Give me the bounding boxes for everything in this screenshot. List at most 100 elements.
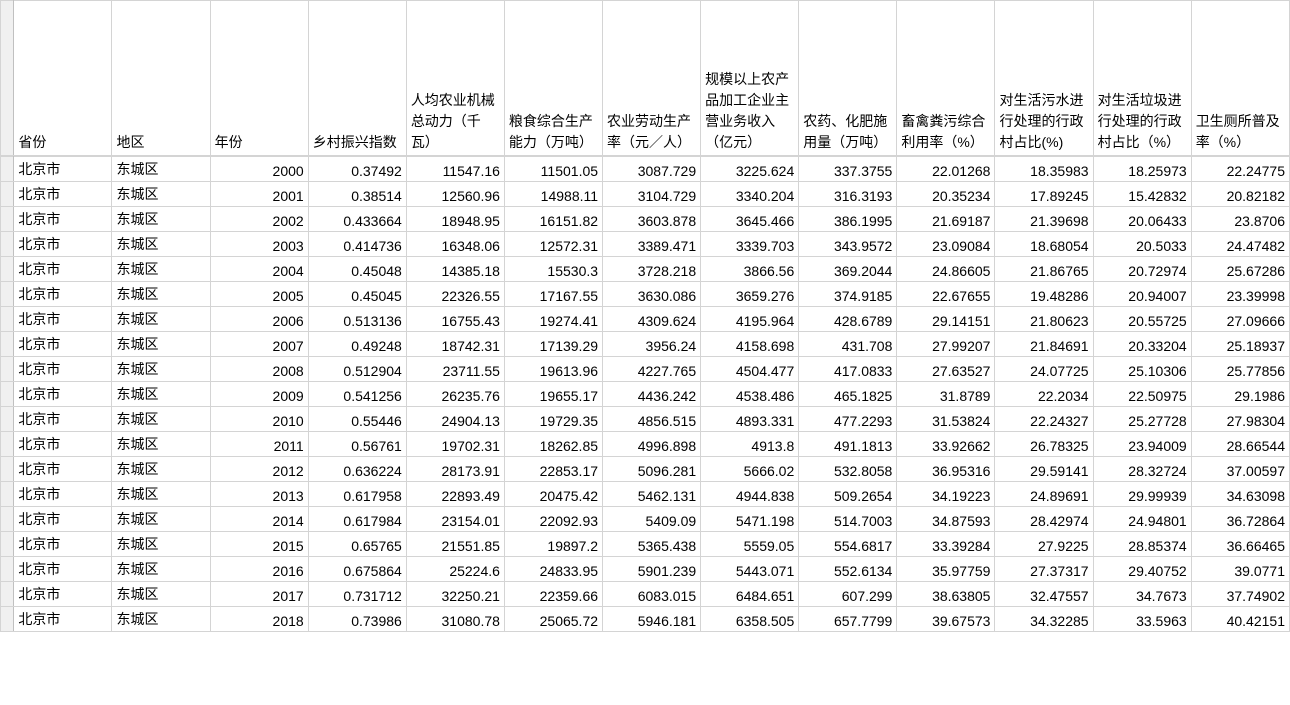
col-header-sewage[interactable]: 对生活污水进行处理的行政村占比(%)	[995, 1, 1093, 156]
table-cell[interactable]: 22.50975	[1093, 382, 1191, 407]
table-cell[interactable]: 18.68054	[995, 232, 1093, 257]
table-cell[interactable]: 29.99939	[1093, 482, 1191, 507]
table-cell[interactable]: 21.80623	[995, 307, 1093, 332]
table-cell[interactable]: 26235.76	[406, 382, 504, 407]
table-cell[interactable]: 2015	[210, 532, 308, 557]
table-cell[interactable]: 6358.505	[701, 607, 799, 632]
table-cell[interactable]: 25.67286	[1191, 257, 1289, 282]
table-cell[interactable]: 36.72864	[1191, 507, 1289, 532]
table-cell[interactable]: 2000	[210, 157, 308, 182]
table-cell[interactable]: 5559.05	[701, 532, 799, 557]
table-cell[interactable]: 20.5033	[1093, 232, 1191, 257]
table-cell[interactable]: 20.72974	[1093, 257, 1191, 282]
table-cell[interactable]: 34.32285	[995, 607, 1093, 632]
table-cell[interactable]: 465.1825	[799, 382, 897, 407]
table-cell[interactable]: 3645.466	[701, 207, 799, 232]
table-cell[interactable]: 0.433664	[308, 207, 406, 232]
table-cell[interactable]: 19613.96	[504, 357, 602, 382]
col-header-power[interactable]: 人均农业机械总动力（千瓦）	[406, 1, 504, 156]
table-cell[interactable]: 25224.6	[406, 557, 504, 582]
table-cell[interactable]: 27.37317	[995, 557, 1093, 582]
table-cell[interactable]: 0.37492	[308, 157, 406, 182]
table-cell[interactable]: 19702.31	[406, 432, 504, 457]
table-cell[interactable]: 16348.06	[406, 232, 504, 257]
table-cell[interactable]: 北京市	[14, 557, 112, 582]
table-cell[interactable]: 6083.015	[603, 582, 701, 607]
table-cell[interactable]: 22853.17	[504, 457, 602, 482]
table-cell[interactable]: 2008	[210, 357, 308, 382]
table-cell[interactable]: 18948.95	[406, 207, 504, 232]
col-header-region[interactable]: 地区	[112, 1, 210, 156]
table-cell[interactable]: 5901.239	[603, 557, 701, 582]
table-cell[interactable]: 3389.471	[603, 232, 701, 257]
table-cell[interactable]: 17.89245	[995, 182, 1093, 207]
table-cell[interactable]: 北京市	[14, 507, 112, 532]
col-header-grain[interactable]: 粮食综合生产能力（万吨）	[504, 1, 602, 156]
table-cell[interactable]: 657.7799	[799, 607, 897, 632]
col-header-province[interactable]: 省份	[14, 1, 112, 156]
table-cell[interactable]: 2010	[210, 407, 308, 432]
table-cell[interactable]: 34.7673	[1093, 582, 1191, 607]
table-cell[interactable]: 31080.78	[406, 607, 504, 632]
table-cell[interactable]: 29.14151	[897, 307, 995, 332]
table-cell[interactable]: 2017	[210, 582, 308, 607]
table-cell[interactable]: 北京市	[14, 207, 112, 232]
table-cell[interactable]: 386.1995	[799, 207, 897, 232]
table-cell[interactable]: 22.2034	[995, 382, 1093, 407]
table-cell[interactable]: 0.65765	[308, 532, 406, 557]
table-cell[interactable]: 2011	[210, 432, 308, 457]
table-cell[interactable]: 31.8789	[897, 382, 995, 407]
table-cell[interactable]: 北京市	[14, 482, 112, 507]
table-cell[interactable]: 35.97759	[897, 557, 995, 582]
table-cell[interactable]: 25.27728	[1093, 407, 1191, 432]
table-cell[interactable]: 东城区	[112, 357, 210, 382]
table-cell[interactable]: 14385.18	[406, 257, 504, 282]
table-cell[interactable]: 22359.66	[504, 582, 602, 607]
table-cell[interactable]: 5471.198	[701, 507, 799, 532]
table-cell[interactable]: 20.94007	[1093, 282, 1191, 307]
table-cell[interactable]: 0.636224	[308, 457, 406, 482]
table-cell[interactable]: 15.42832	[1093, 182, 1191, 207]
table-cell[interactable]: 24833.95	[504, 557, 602, 582]
table-cell[interactable]: 25.18937	[1191, 332, 1289, 357]
table-cell[interactable]: 北京市	[14, 382, 112, 407]
table-cell[interactable]: 3104.729	[603, 182, 701, 207]
table-cell[interactable]: 26.78325	[995, 432, 1093, 457]
table-cell[interactable]: 0.675864	[308, 557, 406, 582]
table-cell[interactable]: 509.2654	[799, 482, 897, 507]
table-cell[interactable]: 18.25973	[1093, 157, 1191, 182]
table-cell[interactable]: 东城区	[112, 382, 210, 407]
table-cell[interactable]: 3728.218	[603, 257, 701, 282]
table-cell[interactable]: 东城区	[112, 307, 210, 332]
table-cell[interactable]: 24.89691	[995, 482, 1093, 507]
table-cell[interactable]: 3603.878	[603, 207, 701, 232]
table-cell[interactable]: 3225.624	[701, 157, 799, 182]
table-cell[interactable]: 2003	[210, 232, 308, 257]
table-cell[interactable]: 2005	[210, 282, 308, 307]
table-cell[interactable]: 18.35983	[995, 157, 1093, 182]
table-cell[interactable]: 16151.82	[504, 207, 602, 232]
table-cell[interactable]: 北京市	[14, 157, 112, 182]
table-cell[interactable]: 20.82182	[1191, 182, 1289, 207]
table-cell[interactable]: 6484.651	[701, 582, 799, 607]
table-cell[interactable]: 607.299	[799, 582, 897, 607]
table-cell[interactable]: 4893.331	[701, 407, 799, 432]
table-cell[interactable]: 36.66465	[1191, 532, 1289, 557]
table-cell[interactable]: 18262.85	[504, 432, 602, 457]
table-cell[interactable]: 31.53824	[897, 407, 995, 432]
table-cell[interactable]: 19897.2	[504, 532, 602, 557]
table-cell[interactable]: 2016	[210, 557, 308, 582]
table-cell[interactable]: 25.77856	[1191, 357, 1289, 382]
table-cell[interactable]: 4944.838	[701, 482, 799, 507]
table-cell[interactable]: 40.42151	[1191, 607, 1289, 632]
table-cell[interactable]: 4996.898	[603, 432, 701, 457]
table-cell[interactable]: 19274.41	[504, 307, 602, 332]
table-cell[interactable]: 5666.02	[701, 457, 799, 482]
table-cell[interactable]: 0.617958	[308, 482, 406, 507]
table-cell[interactable]: 21.69187	[897, 207, 995, 232]
table-cell[interactable]: 5946.181	[603, 607, 701, 632]
col-header-enterprise[interactable]: 规模以上农产品加工企业主营业务收入（亿元）	[701, 1, 799, 156]
table-cell[interactable]: 34.87593	[897, 507, 995, 532]
table-cell[interactable]: 北京市	[14, 457, 112, 482]
table-cell[interactable]: 5443.071	[701, 557, 799, 582]
